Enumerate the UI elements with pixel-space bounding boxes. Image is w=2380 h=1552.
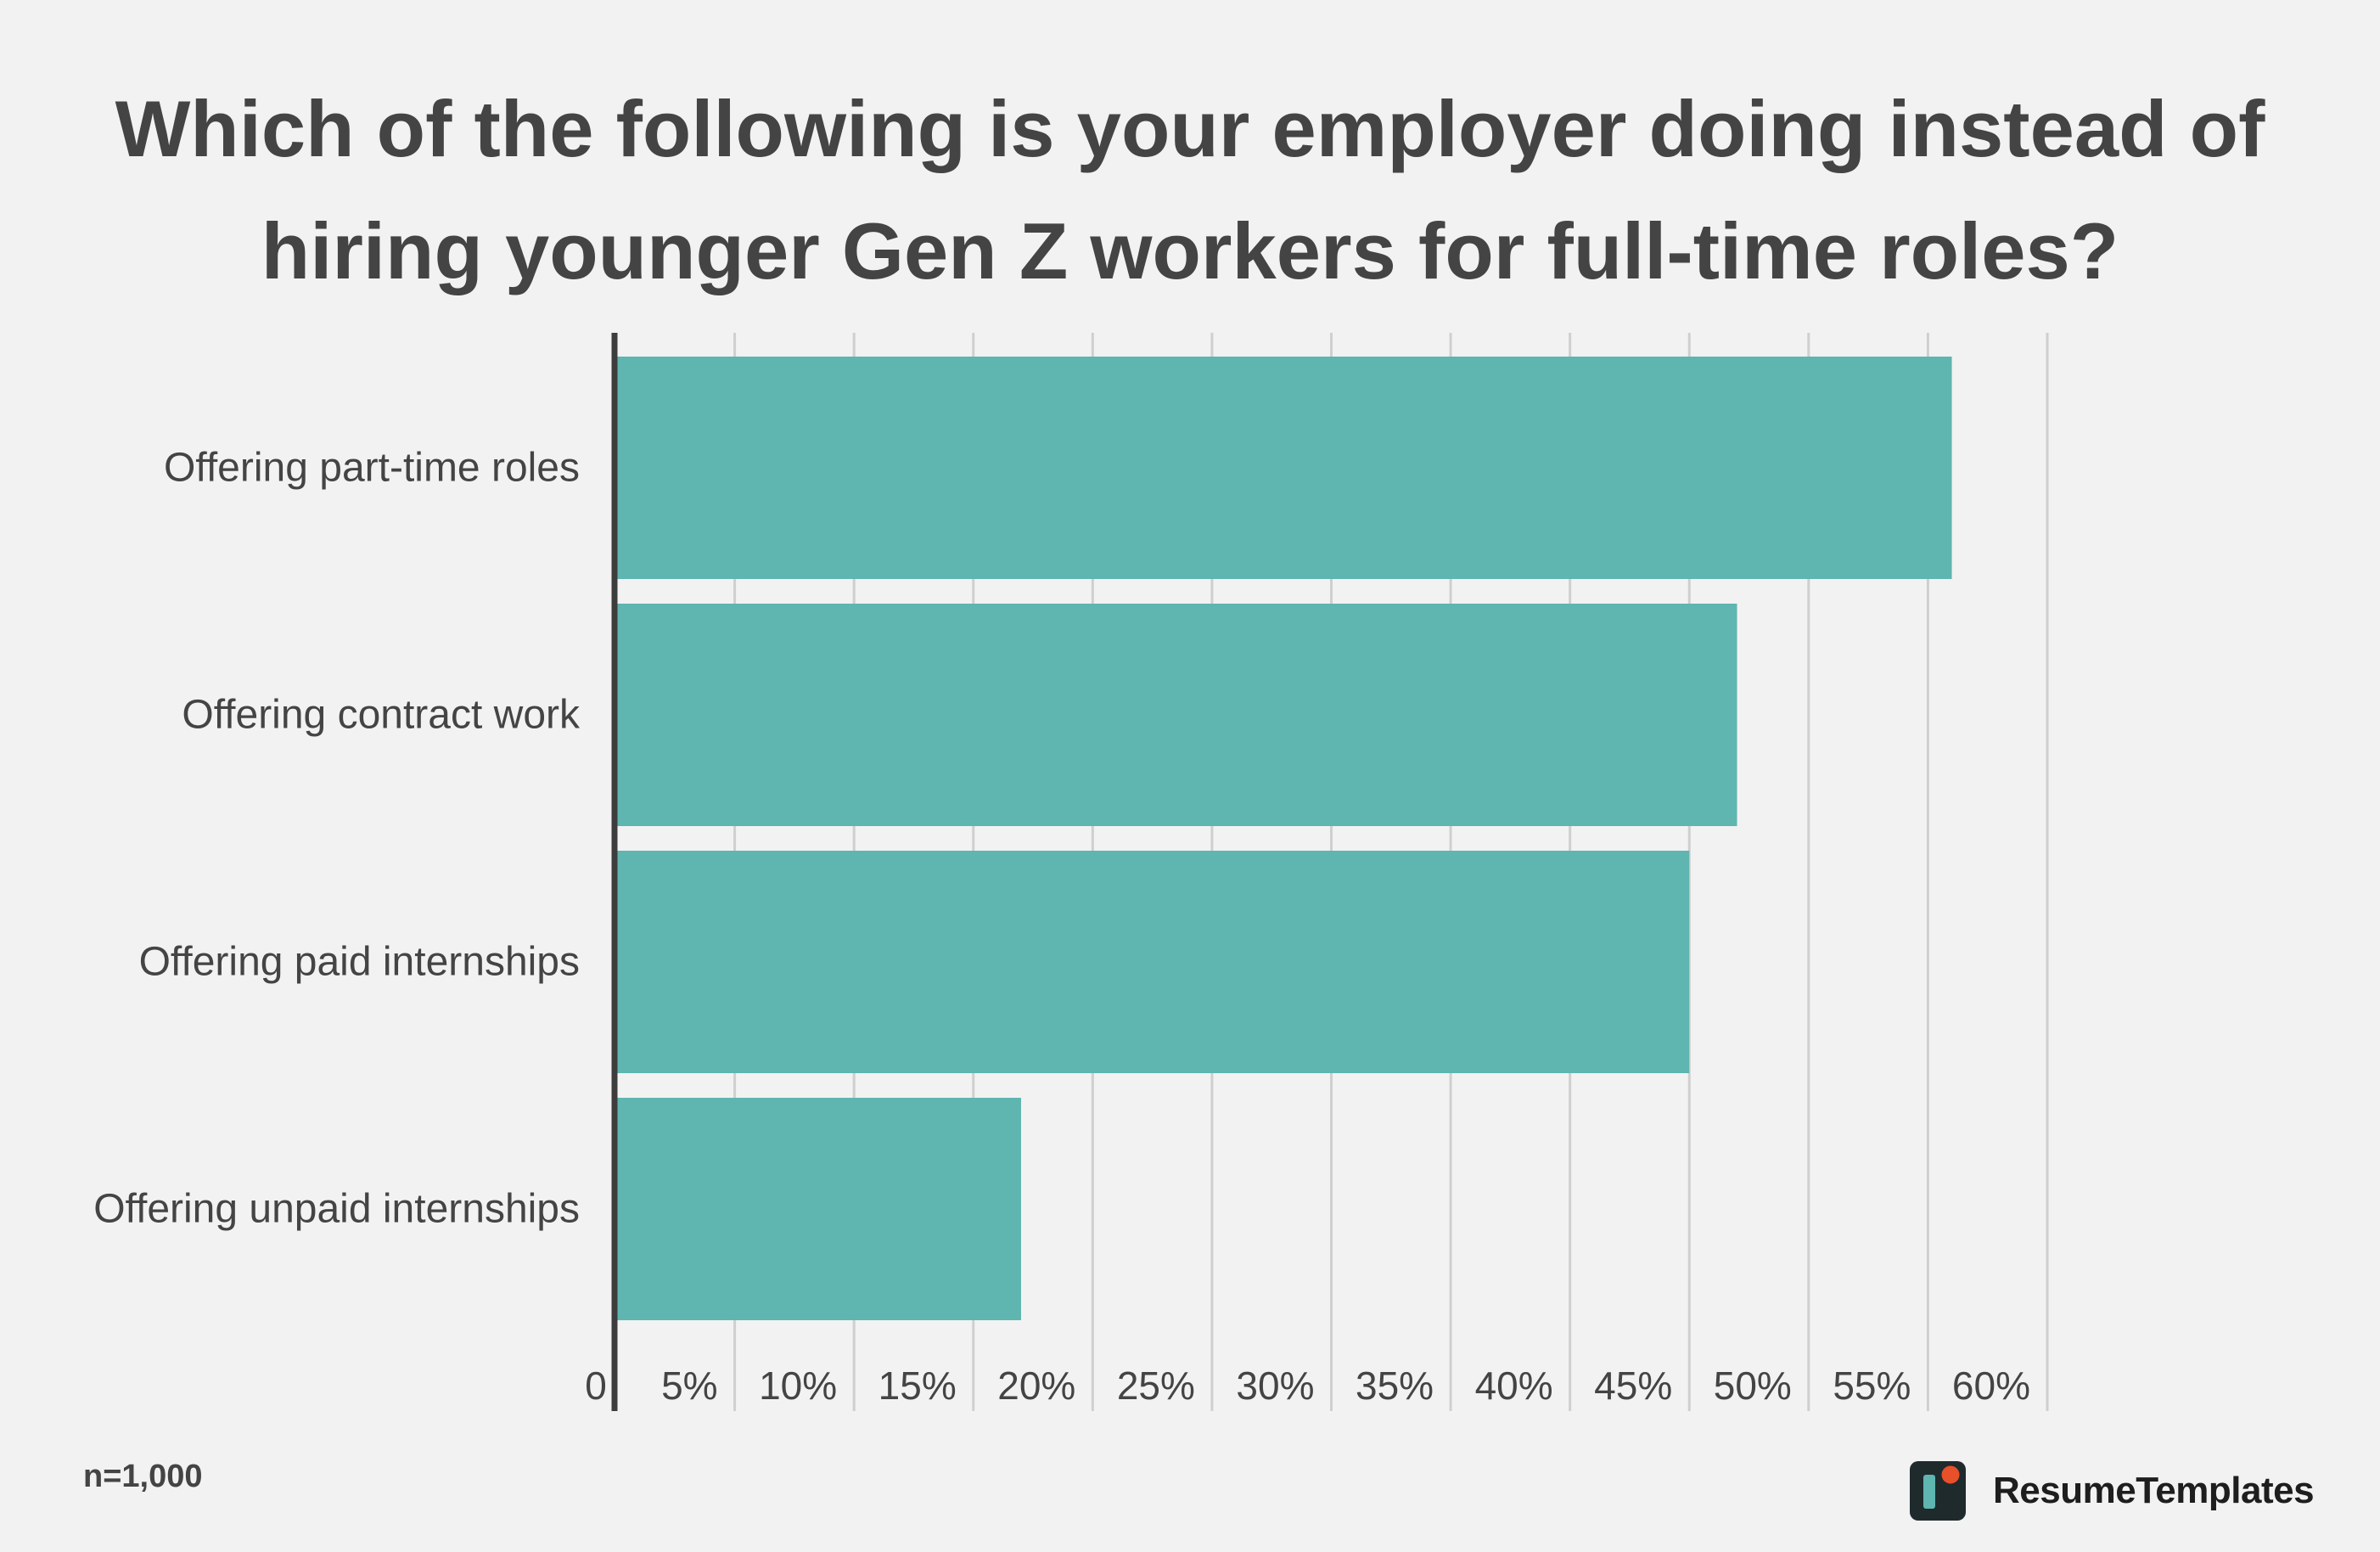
x-tick-label-10: 10% bbox=[759, 1364, 837, 1408]
category-labels: Offering part-time roles Offering contrac… bbox=[93, 446, 581, 1232]
x-tick-label-45: 45% bbox=[1594, 1364, 1672, 1408]
x-tick-labels: 0 5% 10% 15% 20% 25% 30% 35% 40% 45% 50% 55% 60% bbox=[585, 1364, 2030, 1408]
x-tick-label-30: 30% bbox=[1236, 1364, 1314, 1408]
x-tick-label-50: 50% bbox=[1714, 1364, 1792, 1408]
x-tick-label-60: 60% bbox=[1952, 1364, 2030, 1408]
chart-title-line-2: hiring younger Gen Z workers for full-ti… bbox=[261, 206, 2119, 295]
x-tick-label-15: 15% bbox=[878, 1364, 957, 1408]
brand-name: ResumeTemplates bbox=[1993, 1470, 2315, 1511]
bar-1 bbox=[615, 357, 1952, 579]
chart-title: Which of the following is your employer … bbox=[0, 68, 2380, 312]
x-tick-label-5: 5% bbox=[661, 1364, 717, 1408]
brand: ResumeTemplates bbox=[1910, 1459, 2315, 1523]
x-tick-label-0: 0 bbox=[585, 1364, 607, 1408]
x-tick-label-40: 40% bbox=[1475, 1364, 1553, 1408]
chart-title-line-1: Which of the following is your employer … bbox=[115, 84, 2265, 173]
bar-2 bbox=[615, 604, 1737, 826]
category-label-1: Offering part-time roles bbox=[164, 446, 580, 491]
category-label-4: Offering unpaid internships bbox=[93, 1187, 580, 1232]
category-label-3: Offering paid internships bbox=[139, 940, 580, 985]
x-tick-label-35: 35% bbox=[1356, 1364, 1434, 1408]
bar-3 bbox=[615, 851, 1690, 1073]
x-tick-label-20: 20% bbox=[997, 1364, 1075, 1408]
bar-4 bbox=[615, 1098, 1021, 1320]
category-label-2: Offering contract work bbox=[182, 693, 581, 738]
bars bbox=[615, 357, 1952, 1320]
x-tick-label-55: 55% bbox=[1833, 1364, 1911, 1408]
resumetemplates-logo-icon bbox=[1910, 1459, 1967, 1522]
x-tick-label-25: 25% bbox=[1117, 1364, 1195, 1408]
sample-size-note: n=1,000 bbox=[83, 1459, 203, 1494]
